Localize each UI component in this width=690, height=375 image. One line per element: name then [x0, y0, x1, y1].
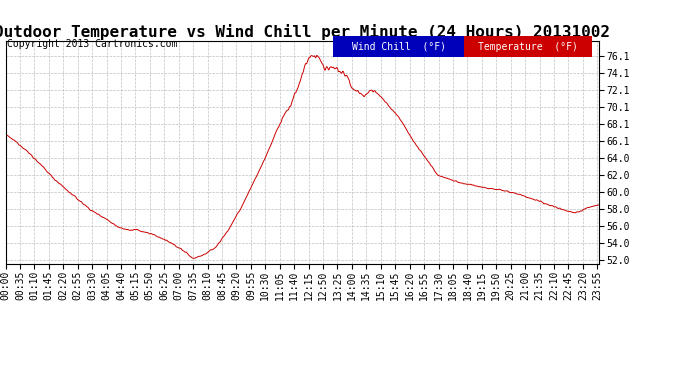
Text: Copyright 2013 Cartronics.com: Copyright 2013 Cartronics.com: [7, 39, 177, 50]
Text: Wind Chill  (°F): Wind Chill (°F): [352, 42, 446, 51]
Text: Temperature  (°F): Temperature (°F): [478, 42, 578, 51]
Title: Outdoor Temperature vs Wind Chill per Minute (24 Hours) 20131002: Outdoor Temperature vs Wind Chill per Mi…: [0, 24, 610, 40]
